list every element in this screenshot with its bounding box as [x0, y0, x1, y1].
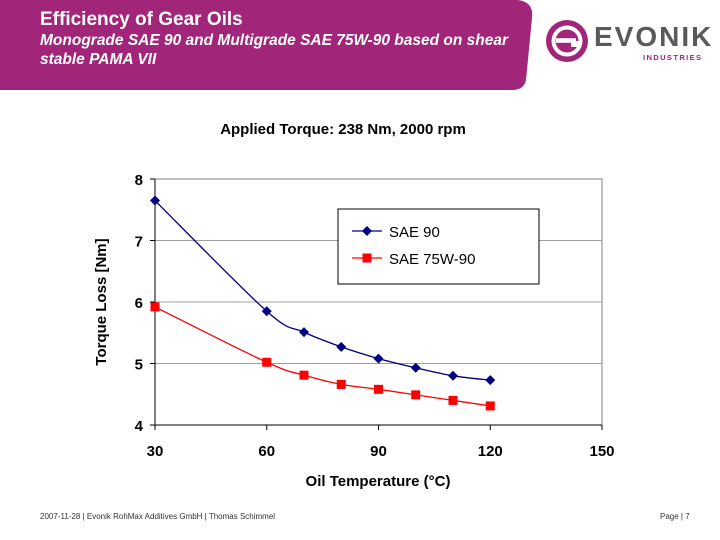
series-line-sae-90	[154, 200, 491, 381]
data-point-sae-90	[448, 370, 458, 381]
chart-title: Applied Torque: 238 Nm, 2000 rpm	[220, 121, 466, 138]
data-point-sae-90	[336, 341, 347, 352]
legend-label-sae-75w-90: SAE 75W-90	[389, 251, 475, 268]
x-tick-label: 150	[589, 443, 614, 460]
data-point-sae-90	[150, 195, 160, 206]
footer-info: 2007-11-28 | Evonik RohMax Additives Gmb…	[40, 512, 276, 521]
legend-label-sae-90: SAE 90	[389, 224, 440, 241]
x-tick-label: 30	[147, 443, 164, 460]
x-tick-label: 120	[478, 443, 503, 460]
data-point-sae-75w-90	[150, 302, 160, 312]
slide-title: Efficiency of Gear Oils	[40, 9, 243, 30]
evonik-logo: EVONIK INDUSTRIES	[543, 17, 713, 67]
x-tick-label: 90	[370, 443, 387, 460]
slide-subtitle: Monograde SAE 90 and Multigrade SAE 75W-…	[40, 32, 508, 68]
y-tick-label: 7	[135, 234, 143, 251]
x-tick-label: 60	[258, 443, 275, 460]
y-tick-label: 4	[135, 418, 144, 435]
slide-header: Efficiency of Gear Oils Monograde SAE 90…	[40, 8, 520, 69]
y-axis-label: Torque Loss [Nm]	[93, 238, 110, 365]
legend-marker-sae-75w-90	[362, 253, 372, 263]
series-line-sae-75w-90	[154, 306, 491, 407]
y-tick-label: 6	[135, 295, 143, 312]
data-point-sae-90	[299, 327, 309, 338]
legend-marker-sae-90	[362, 226, 372, 236]
logo-wordmark: EVONIK	[594, 21, 714, 52]
data-point-sae-75w-90	[448, 395, 458, 405]
page-number: Page | 7	[660, 512, 690, 521]
data-point-sae-75w-90	[485, 401, 495, 411]
data-point-sae-90	[373, 353, 384, 364]
data-point-sae-75w-90	[411, 390, 421, 400]
title-banner	[0, 0, 533, 90]
data-point-sae-75w-90	[262, 357, 272, 367]
evonik-e-icon	[546, 20, 588, 62]
data-point-sae-90	[410, 362, 421, 373]
data-point-sae-90	[485, 375, 496, 386]
legend-box	[337, 208, 540, 285]
data-point-sae-75w-90	[299, 370, 309, 380]
logo-tagline: INDUSTRIES	[643, 53, 703, 62]
x-axis-label: Oil Temperature (°C)	[306, 473, 451, 490]
data-point-sae-90	[261, 306, 272, 317]
torque-loss-chart: Applied Torque: 238 Nm, 2000 rpm 4 5 6 7 8 30 6…	[93, 121, 615, 490]
y-tick-label: 8	[135, 172, 143, 189]
data-point-sae-75w-90	[374, 384, 383, 394]
y-tick-label: 5	[135, 357, 143, 374]
data-point-sae-75w-90	[336, 379, 346, 389]
